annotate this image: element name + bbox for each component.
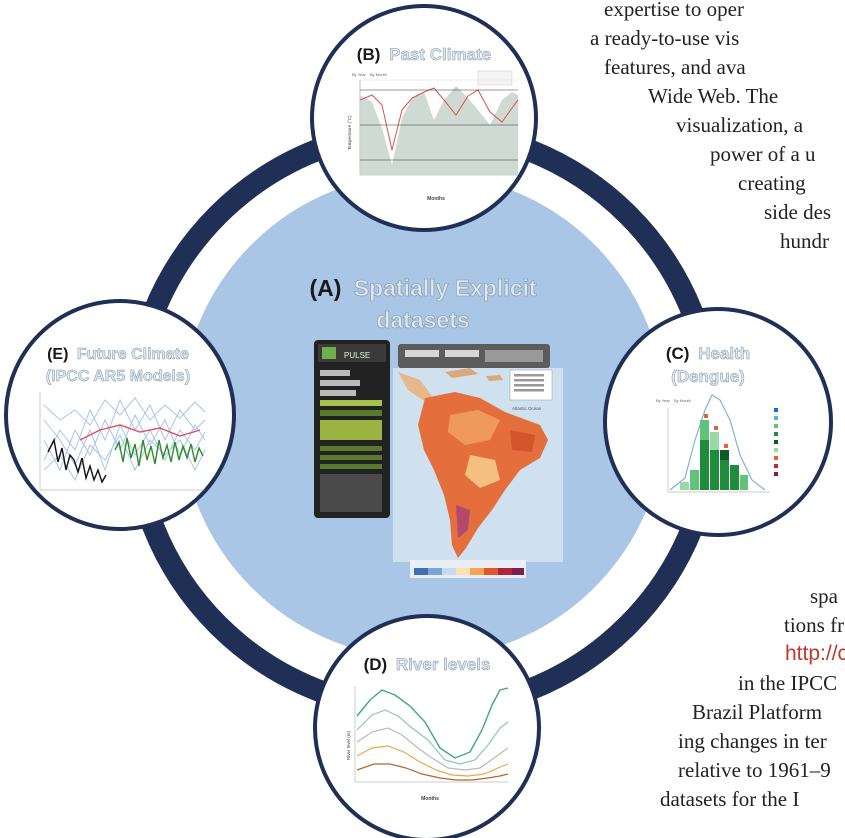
center-name-line1: Spatially Explicit (354, 275, 537, 301)
body-text-line: Wide Web. The (648, 84, 779, 108)
node-d-letter: (D) (364, 655, 388, 674)
center-letter: (A) (309, 275, 341, 301)
body-text-line: creating (738, 171, 806, 195)
node-e-letter: (E) (47, 346, 68, 363)
node-d-name: River levels (396, 655, 491, 674)
node-c-title-line2: (Dengue) (671, 367, 745, 386)
node-c-name-line1: Health (698, 344, 750, 363)
body-text-line: side des (764, 200, 832, 224)
b-by-year: By Year (352, 72, 366, 77)
body-text-line: features, and ava (604, 55, 746, 79)
c-by-year: By Year (656, 398, 670, 403)
body-text-line[interactable]: http://cm (785, 642, 845, 665)
body-text-line: hundr (780, 229, 829, 253)
body-text-line: tions fr (784, 613, 845, 637)
future-climate-chart (39, 392, 206, 491)
map-app-screenshot: Atlantic Ocean (393, 344, 563, 578)
node-c-letter: (C) (666, 344, 690, 363)
body-text-line: visualization, a (676, 113, 804, 137)
body-text-line: a ready-to-use vis (590, 26, 740, 50)
body-text-line: datasets for the I (660, 787, 800, 811)
node-e-title-line2: (IPCC AR5 Models) (46, 368, 190, 385)
past-climate-chart: By Year By Month Temperature (°C) Months (347, 70, 519, 202)
center-title: (A) Spatially Explicit (309, 275, 536, 301)
node-b-name: Past Climate (389, 45, 491, 64)
b-ylabel: Temperature (°C) (347, 115, 352, 150)
node-e-title-line1: (E) Future Climate (47, 346, 189, 363)
b-xlabel: Months (427, 196, 445, 202)
body-text-line: in the IPCC (738, 671, 838, 695)
body-text-line: expertise to oper (604, 0, 744, 21)
node-d-title: (D) River levels (364, 655, 491, 674)
c-by-month: By Month (674, 398, 691, 403)
node-b-letter: (B) (357, 45, 381, 64)
node-e-name-line1: Future Climate (77, 346, 189, 363)
node-river-levels: (D) River levels River level (m) Months (313, 614, 541, 838)
pulse-logo-text: PULSE (344, 351, 370, 360)
node-future-climate: (E) Future Climate (IPCC AR5 Models) (4, 299, 236, 531)
map-sidebar-panel: PULSE (314, 340, 390, 518)
body-text-line: relative to 1961–9 (678, 758, 831, 782)
node-health: (C) Health (Dengue) By Year By Month (603, 307, 833, 537)
ocean-label: Atlantic Ocean (512, 406, 542, 411)
node-b-title: (B) Past Climate (357, 45, 491, 64)
center-title-line2: datasets (376, 307, 469, 333)
node-c-title-line1: (C) Health (666, 344, 750, 363)
body-text-line: spa (810, 584, 838, 608)
body-text-line: power of a u (710, 142, 816, 166)
b-by-month: By Month (370, 72, 387, 77)
d-ylabel: River level (m) (346, 730, 351, 760)
body-text-line: Brazil Platform (692, 700, 823, 724)
dengue-chart: By Year By Month (656, 394, 778, 493)
d-xlabel: Months (421, 796, 439, 802)
node-past-climate: (B) Past Climate By Year By Month Temper… (310, 4, 538, 232)
body-text-line: ing changes in ter (678, 729, 827, 753)
river-chart: River level (m) Months (346, 686, 509, 802)
